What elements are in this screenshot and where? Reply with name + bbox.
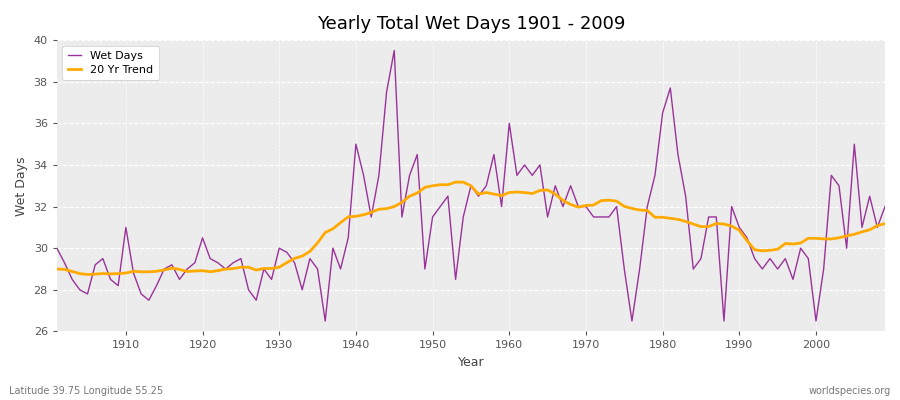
Wet Days	[282, 250, 292, 255]
Wet Days	[335, 266, 346, 271]
Legend: Wet Days, 20 Yr Trend: Wet Days, 20 Yr Trend	[62, 46, 158, 80]
Title: Yearly Total Wet Days 1901 - 2009: Yearly Total Wet Days 1901 - 2009	[317, 15, 626, 33]
Wet Days	[879, 204, 890, 209]
20 Yr Trend	[335, 220, 346, 225]
20 Yr Trend	[82, 272, 93, 277]
Text: Latitude 39.75 Longitude 55.25: Latitude 39.75 Longitude 55.25	[9, 386, 163, 396]
Line: 20 Yr Trend: 20 Yr Trend	[57, 182, 885, 274]
20 Yr Trend	[450, 180, 461, 184]
20 Yr Trend	[511, 190, 522, 194]
Wet Days	[320, 319, 330, 324]
Wet Days	[51, 246, 62, 250]
Y-axis label: Wet Days: Wet Days	[15, 156, 28, 216]
Text: worldspecies.org: worldspecies.org	[809, 386, 891, 396]
20 Yr Trend	[519, 190, 530, 195]
20 Yr Trend	[611, 199, 622, 204]
Wet Days	[511, 173, 522, 178]
Wet Days	[611, 204, 622, 209]
X-axis label: Year: Year	[457, 356, 484, 369]
20 Yr Trend	[51, 266, 62, 271]
20 Yr Trend	[879, 221, 890, 226]
Wet Days	[519, 162, 530, 167]
20 Yr Trend	[289, 256, 300, 261]
Wet Days	[112, 283, 123, 288]
20 Yr Trend	[121, 271, 131, 276]
Line: Wet Days: Wet Days	[57, 50, 885, 321]
Wet Days	[389, 48, 400, 53]
